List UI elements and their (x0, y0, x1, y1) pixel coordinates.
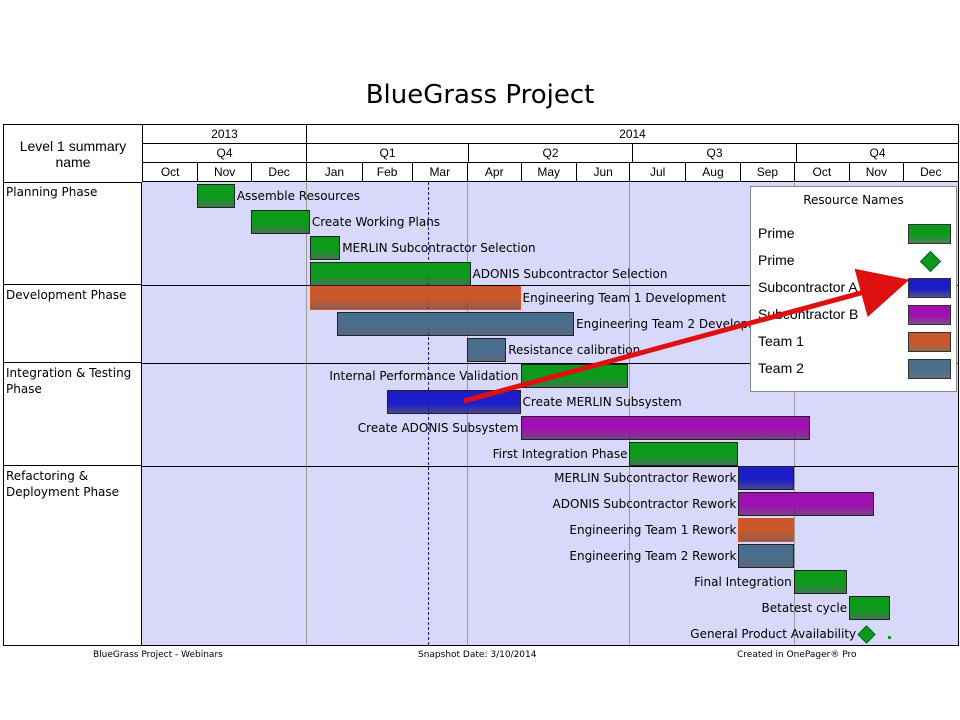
header-month: Dec (902, 163, 958, 182)
task-bar[interactable] (309, 286, 521, 310)
task-bar[interactable] (629, 442, 739, 466)
header-month: Mar (411, 163, 467, 182)
task-bar[interactable] (250, 210, 310, 234)
task-bar[interactable] (466, 338, 507, 362)
task-bar[interactable] (738, 518, 794, 542)
header-month: Feb (361, 163, 412, 182)
header-quarter: Q2 (468, 144, 632, 163)
header-month: Oct (793, 163, 850, 182)
task-label: MERLIN Subcontractor Selection (342, 241, 536, 255)
legend-item-label: Team 2 (758, 360, 804, 376)
legend-bar-swatch (908, 305, 951, 325)
phase-label-refactoring-deployment: Refactoring & Deployment Phase (4, 466, 142, 645)
phase-label-integration-testing: Integration & Testing Phase (4, 363, 142, 466)
legend-item-label: Subcontractor A (758, 279, 858, 295)
task-label: Betatest cycle (761, 601, 848, 615)
task-bar[interactable] (309, 236, 341, 260)
header-quarter: Q4 (796, 144, 958, 163)
legend-item-label: Prime (758, 252, 795, 268)
footer-center: Snapshot Date: 3/10/2014 (418, 650, 537, 660)
legend-item-label: Team 1 (758, 333, 804, 349)
task-label: ADONIS Subcontractor Selection (472, 267, 668, 281)
phase-label-planning: Planning Phase (4, 182, 142, 285)
header-left-label: Level 1 summary name (4, 125, 143, 183)
quarter-gridline (306, 182, 308, 645)
header-quarter: Q4 (142, 144, 306, 163)
task-label: Create MERLIN Subsystem (522, 395, 682, 409)
task-label: Internal Performance Validation (329, 369, 519, 383)
milestone-diamond[interactable] (857, 625, 876, 644)
header-month: May (520, 163, 576, 182)
task-bar[interactable] (309, 262, 471, 286)
legend-title: Resource Names (803, 193, 904, 207)
task-label: Engineering Team 1 Development (522, 291, 727, 305)
task-bar[interactable] (520, 416, 810, 440)
task-bar[interactable] (738, 492, 875, 516)
legend-item-label: Subcontractor B (758, 306, 859, 322)
header-year: 2014 (306, 125, 958, 144)
task-bar[interactable] (793, 570, 848, 594)
task-label: First Integration Phase (492, 447, 628, 461)
task-bar[interactable] (738, 466, 794, 490)
task-label: Create ADONIS Subsystem (357, 421, 519, 435)
header-quarter: Q1 (306, 144, 468, 163)
phase-label-development: Development Phase (4, 285, 142, 363)
task-bar[interactable] (849, 596, 891, 620)
header-quarter: Q3 (632, 144, 796, 163)
quarter-gridline (793, 182, 795, 645)
header-month: Jan (306, 163, 362, 182)
task-label: ADONIS Subcontractor Rework (552, 497, 737, 511)
header-month: Jul (629, 163, 685, 182)
legend-diamond-swatch (919, 250, 942, 273)
task-label: Create Working Plans (311, 215, 441, 229)
task-bar[interactable] (738, 544, 794, 568)
phase-separator (142, 466, 958, 467)
task-label: Resistance calibration (508, 343, 641, 357)
legend-bar-swatch (908, 332, 951, 352)
task-label: General Product Availability (690, 627, 857, 641)
task-bar[interactable] (197, 184, 235, 208)
task-label: Engineering Team 1 Rework (569, 523, 737, 537)
legend-item-label: Prime (758, 225, 795, 241)
footer-right: Created in OnePager® Pro (737, 650, 857, 660)
task-label: Engineering Team 2 Rework (569, 549, 737, 563)
task-label: Final Integration (694, 575, 792, 589)
header-month: Dec (250, 163, 307, 182)
header-month: Nov (849, 163, 903, 182)
legend-bar-swatch (908, 359, 951, 379)
header-month: Apr (466, 163, 521, 182)
header-month: Aug (684, 163, 741, 182)
header-month: Sep (740, 163, 794, 182)
footer-left: BlueGrass Project - Webinars (93, 650, 223, 660)
legend-bar-swatch (908, 278, 951, 298)
task-bar[interactable] (520, 364, 628, 388)
header-month: Jun (575, 163, 630, 182)
task-label: MERLIN Subcontractor Rework (554, 471, 737, 485)
quarter-gridline (629, 182, 631, 645)
task-bar[interactable] (386, 390, 521, 414)
chart-title: BlueGrass Project (365, 80, 595, 110)
milestone-marker-dot (888, 636, 892, 639)
resource-legend: Resource Names Prime Prime Subcontractor A… (750, 186, 957, 392)
task-label: Assemble Resources (236, 189, 361, 203)
header-month: Nov (197, 163, 251, 182)
legend-bar-swatch (908, 224, 951, 244)
header-month: Oct (142, 163, 198, 182)
header-year: 2013 (142, 125, 306, 144)
task-bar[interactable] (336, 312, 575, 336)
